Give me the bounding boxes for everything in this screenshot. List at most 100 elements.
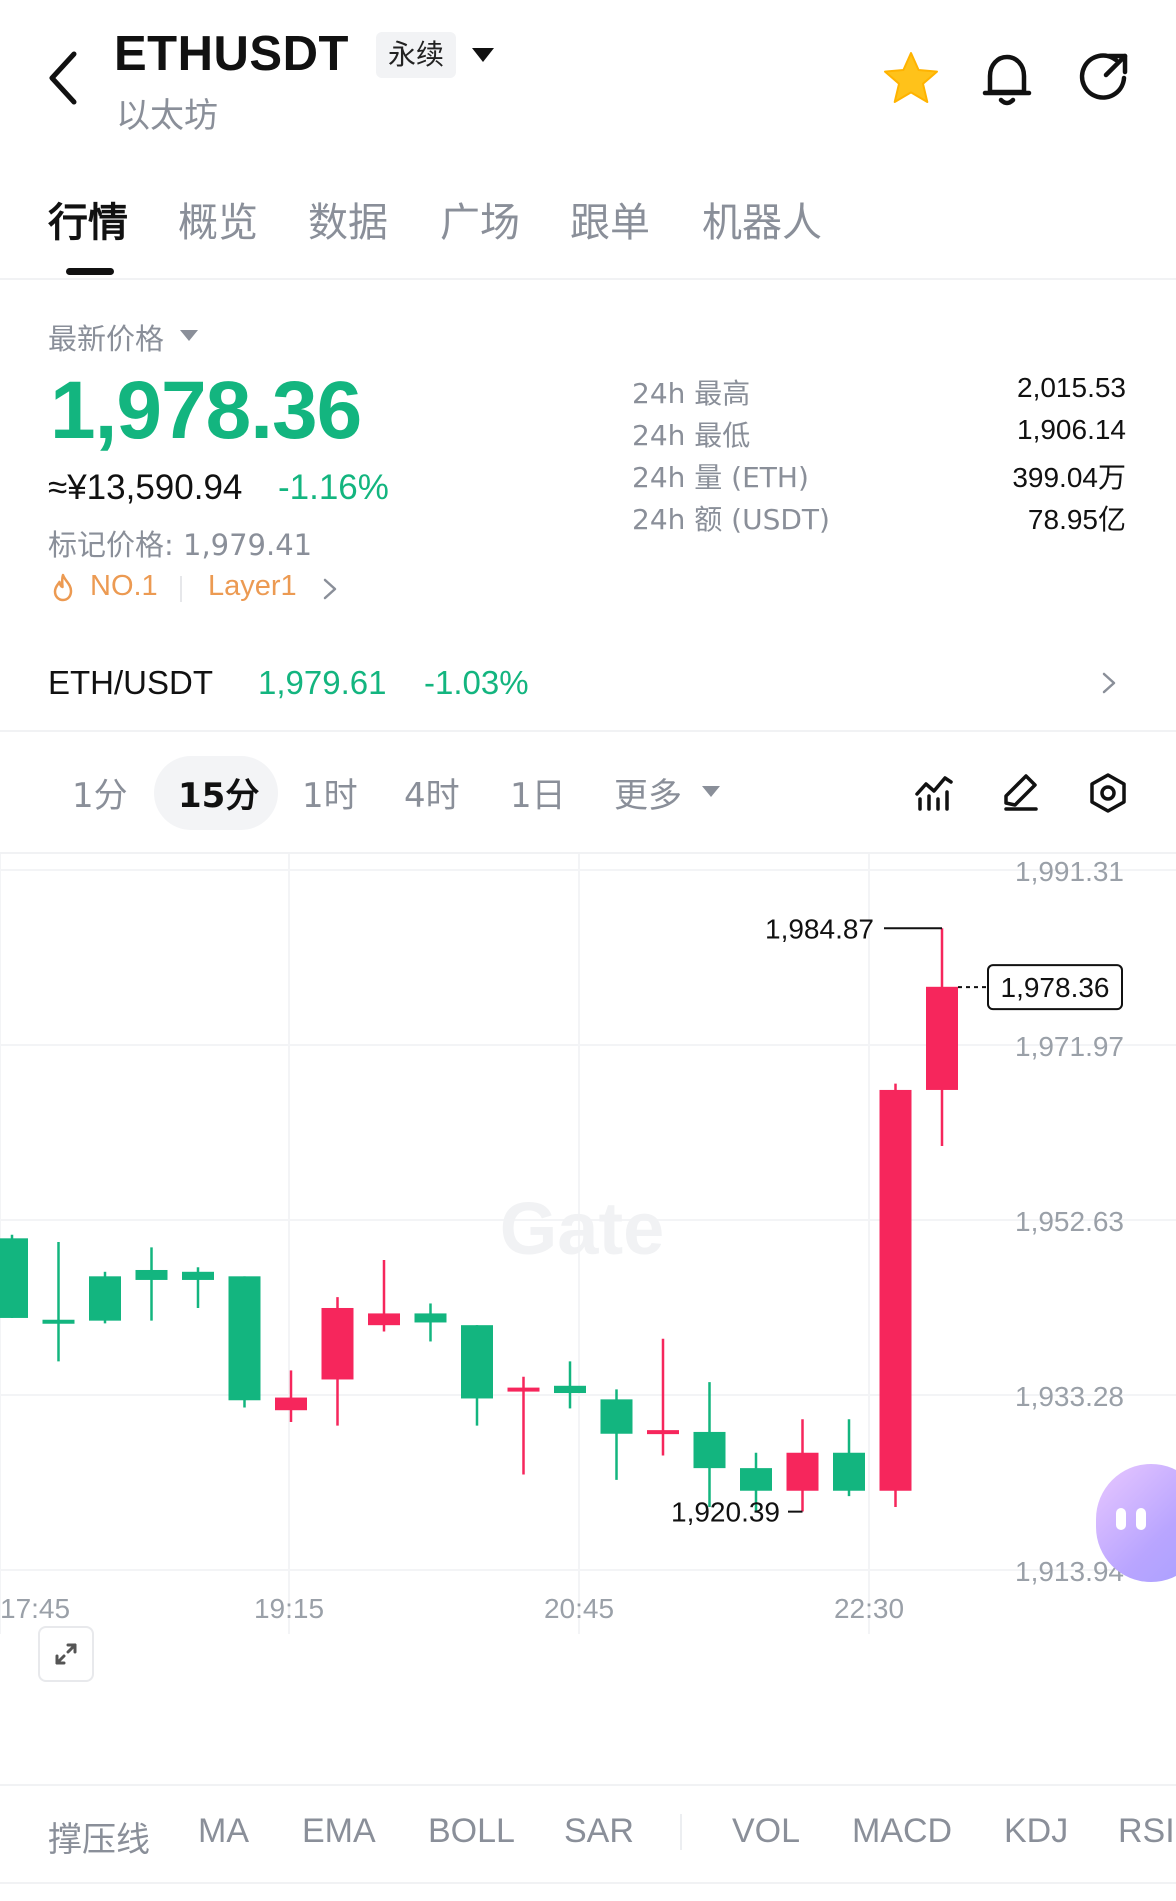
indicator-ma[interactable]: MA [198, 1812, 249, 1850]
chart-grid [0, 854, 1176, 1634]
indicator-kdj[interactable]: KDJ [1004, 1812, 1069, 1850]
divider [0, 278, 1176, 280]
candle-body [321, 1307, 354, 1380]
symbol-title[interactable]: ETHUSDT [114, 27, 349, 81]
stat-turnover-label: 24h 额 (USDT) [632, 503, 830, 536]
fire-icon [53, 573, 73, 602]
divider [680, 1814, 682, 1850]
asset-name: 以太坊 [116, 96, 218, 136]
y-tick-label: 1,952.63 [1015, 1206, 1124, 1237]
caret-down-icon[interactable] [702, 786, 720, 797]
spot-pair[interactable]: ETH/USDT [48, 664, 213, 701]
indicator-ema[interactable]: EMA [302, 1812, 376, 1850]
y-tick-label: 1,991.31 [1015, 856, 1124, 887]
indicator-rsi[interactable]: RSI [1118, 1812, 1175, 1850]
last-price-tag [987, 964, 1123, 1011]
spot-price[interactable]: 1,979.61 [258, 664, 387, 701]
share-icon[interactable] [1076, 50, 1132, 106]
divider [0, 1784, 1176, 1786]
stat-high-label: 24h 最高 [632, 377, 751, 410]
y-tick-label: 1,933.28 [1015, 1381, 1124, 1412]
candle-body [368, 1313, 400, 1326]
rank-tag[interactable]: NO.1 [90, 570, 158, 602]
interval-15m[interactable]: 15分 [178, 776, 260, 816]
latest-price-label[interactable]: 最新价格 [48, 322, 165, 356]
tab-overview[interactable]: 概览 [178, 200, 258, 246]
chevron-right-icon[interactable] [320, 574, 340, 604]
x-tick-label: 19:15 [254, 1593, 324, 1624]
candle-body [693, 1431, 726, 1469]
active-interval-pill [154, 756, 278, 830]
candle-body [414, 1313, 447, 1323]
contract-type-badge[interactable]: 永续 [376, 32, 457, 78]
candle-body [182, 1271, 214, 1280]
candle-body [135, 1269, 168, 1280]
x-tick-label: 22:30 [834, 1593, 904, 1624]
category-tag[interactable]: Layer1 [208, 570, 297, 602]
candlestick-chart[interactable]: Gate 1,991.311,971.971,952.631,933.281,9… [0, 854, 1176, 1786]
candles [0, 928, 958, 1512]
candle-body [89, 1276, 121, 1321]
tab-market[interactable]: 行情 [48, 200, 128, 246]
star-icon[interactable] [882, 50, 940, 106]
interval-more[interactable]: 更多 [614, 776, 682, 816]
interval-1h[interactable]: 1时 [302, 776, 358, 816]
x-tick-label: 20:45 [544, 1593, 614, 1624]
assistant-eye [1116, 1508, 1126, 1530]
interval-1m[interactable]: 1分 [72, 776, 128, 816]
candle-body [0, 1238, 28, 1318]
chevron-right-icon[interactable] [1100, 668, 1118, 698]
stat-turnover-value: 78.95亿 [1027, 504, 1126, 535]
stat-low-label: 24h 最低 [632, 419, 751, 452]
candle-body [647, 1430, 679, 1435]
indicator-icon[interactable] [914, 772, 954, 812]
bell-icon[interactable] [980, 50, 1034, 108]
indicator-macd[interactable]: MACD [852, 1812, 953, 1850]
y-axis-labels: 1,991.31 1,971.97 1,952.63 1,933.28 1,913.94 [1015, 856, 1124, 1587]
stat-volume-value: 399.04万 [1012, 462, 1126, 493]
candle-body [275, 1397, 307, 1411]
stat-high-value: 2,015.53 [1017, 372, 1126, 403]
candle-body [42, 1319, 75, 1324]
divider [0, 1882, 1176, 1884]
caret-down-icon[interactable] [180, 330, 198, 341]
active-tab-indicator [66, 268, 114, 275]
indicator-support-resistance[interactable]: 撑压线 [48, 1821, 150, 1859]
y-tick-label: 1,971.97 [1015, 1031, 1124, 1062]
x-tick-label: 17:45 [0, 1593, 70, 1624]
candle-body [461, 1325, 493, 1399]
watermark: Gate [500, 1187, 665, 1270]
symbol-dropdown-icon[interactable] [472, 48, 494, 62]
expand-chart-button[interactable] [38, 1626, 94, 1682]
tab-copy-trading[interactable]: 跟单 [570, 200, 650, 246]
back-icon[interactable] [44, 48, 84, 108]
divider [180, 576, 182, 602]
candle-body [740, 1468, 772, 1491]
price-annotations: 1,984.87 1,920.39 1,978.36 [671, 913, 1123, 1528]
high-price-label: 1,984.87 [765, 913, 874, 944]
draw-icon[interactable] [1000, 772, 1040, 812]
interval-4h[interactable]: 4时 [404, 776, 460, 816]
price-change-percent: -1.16% [278, 468, 389, 507]
last-price: 1,978.36 [50, 365, 362, 456]
settings-icon[interactable] [1088, 772, 1128, 814]
candle-body [926, 986, 958, 1090]
candle-body [600, 1399, 633, 1434]
indicator-boll[interactable]: BOLL [428, 1812, 515, 1850]
candle-body [554, 1385, 586, 1394]
candle-body [228, 1276, 261, 1401]
y-tick-label: 1,913.94 [1015, 1556, 1124, 1587]
tab-bot[interactable]: 机器人 [702, 200, 822, 246]
tab-data[interactable]: 数据 [308, 200, 388, 246]
expand-icon [55, 1643, 77, 1665]
candle-body [879, 1089, 912, 1491]
indicator-sar[interactable]: SAR [564, 1812, 634, 1850]
low-price-label: 1,920.39 [671, 1497, 780, 1528]
indicator-vol[interactable]: VOL [732, 1812, 801, 1850]
interval-1d[interactable]: 1日 [510, 776, 566, 816]
spot-change[interactable]: -1.03% [424, 664, 529, 701]
divider [0, 730, 1176, 732]
tab-square[interactable]: 广场 [440, 200, 520, 246]
candle-body [786, 1452, 819, 1491]
assistant-bubble[interactable] [1096, 1464, 1176, 1582]
